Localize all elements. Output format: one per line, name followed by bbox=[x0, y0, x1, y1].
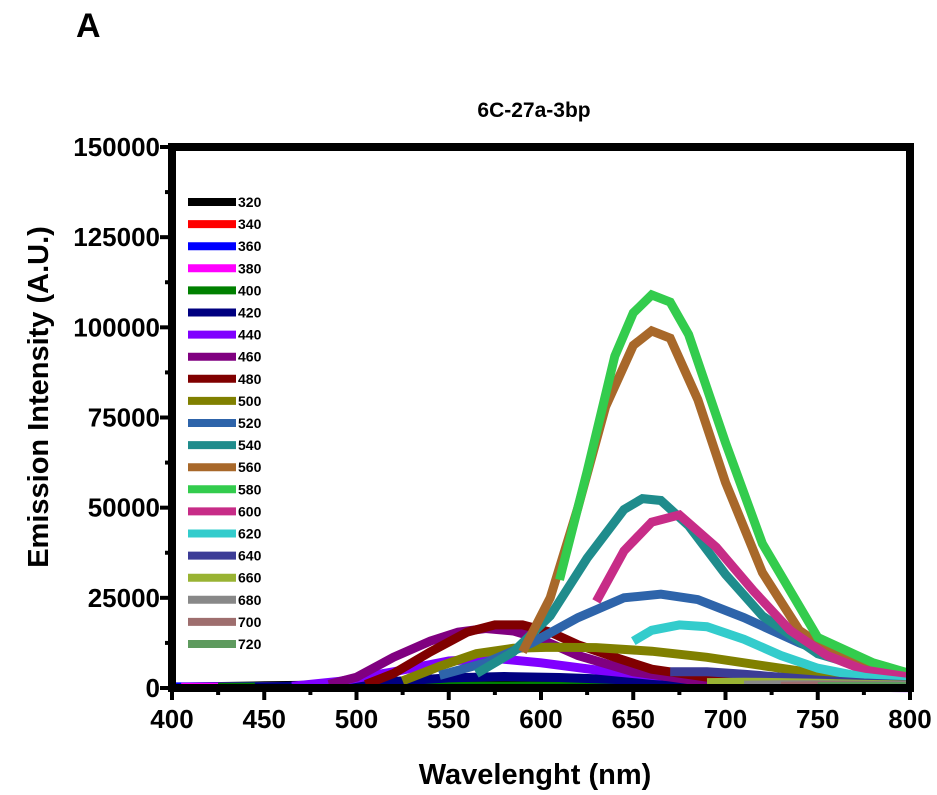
legend-label-540: 540 bbox=[238, 437, 262, 453]
y-tick-label: 75000 bbox=[88, 403, 160, 433]
legend-label-600: 600 bbox=[238, 503, 262, 519]
x-tick-label: 650 bbox=[612, 704, 655, 734]
y-tick-label: 100000 bbox=[73, 312, 160, 342]
legend: 320 340 360 380 400 420 440 460 480 500 520 540 560 5… bbox=[188, 194, 262, 652]
legend-label-520: 520 bbox=[238, 415, 262, 431]
series-lines bbox=[171, 289, 912, 693]
x-tick-label: 450 bbox=[243, 704, 286, 734]
x-tick-label: 700 bbox=[704, 704, 747, 734]
legend-label-580: 580 bbox=[238, 481, 262, 497]
y-tick-label: 25000 bbox=[88, 583, 160, 613]
y-axis-label: Emission Intensity (A.U.) bbox=[23, 226, 55, 568]
y-tick-label: 0 bbox=[146, 673, 160, 703]
legend-label-640: 640 bbox=[238, 548, 262, 564]
legend-label-440: 440 bbox=[238, 327, 262, 343]
legend-label-360: 360 bbox=[238, 238, 262, 254]
legend-label-660: 660 bbox=[238, 570, 262, 586]
chart-title: 6C-27a-3bp bbox=[477, 99, 590, 122]
axes: 400 450 500 550 600 650 700 750 800 0 25000 50000 75… bbox=[73, 132, 931, 734]
y-tick-label: 125000 bbox=[73, 222, 160, 252]
legend-label-460: 460 bbox=[238, 349, 262, 365]
legend-label-500: 500 bbox=[238, 393, 262, 409]
legend-label-420: 420 bbox=[238, 305, 262, 321]
y-tick-label: 50000 bbox=[88, 493, 160, 523]
x-tick-label: 750 bbox=[796, 704, 839, 734]
legend-label-720: 720 bbox=[238, 636, 262, 652]
legend-label-480: 480 bbox=[238, 371, 262, 387]
legend-label-400: 400 bbox=[238, 282, 262, 298]
legend-label-620: 620 bbox=[238, 526, 262, 542]
x-tick-label: 500 bbox=[335, 704, 378, 734]
legend-label-560: 560 bbox=[238, 459, 262, 475]
legend-label-700: 700 bbox=[238, 614, 262, 630]
legend-label-340: 340 bbox=[238, 216, 262, 232]
x-tick-label: 600 bbox=[519, 704, 562, 734]
y-tick-label: 150000 bbox=[73, 132, 160, 162]
series-line-580 bbox=[555, 289, 912, 678]
x-tick-label: 400 bbox=[150, 704, 193, 734]
legend-label-380: 380 bbox=[238, 260, 262, 276]
x-tick-label: 550 bbox=[427, 704, 470, 734]
series-line-620 bbox=[631, 620, 911, 688]
legend-label-320: 320 bbox=[238, 194, 262, 210]
legend-label-680: 680 bbox=[238, 592, 262, 608]
series-line-600 bbox=[592, 509, 911, 682]
x-tick-label: 800 bbox=[888, 704, 931, 734]
panel-label: A bbox=[76, 7, 101, 45]
x-axis-label: Wavelenght (nm) bbox=[419, 759, 652, 791]
